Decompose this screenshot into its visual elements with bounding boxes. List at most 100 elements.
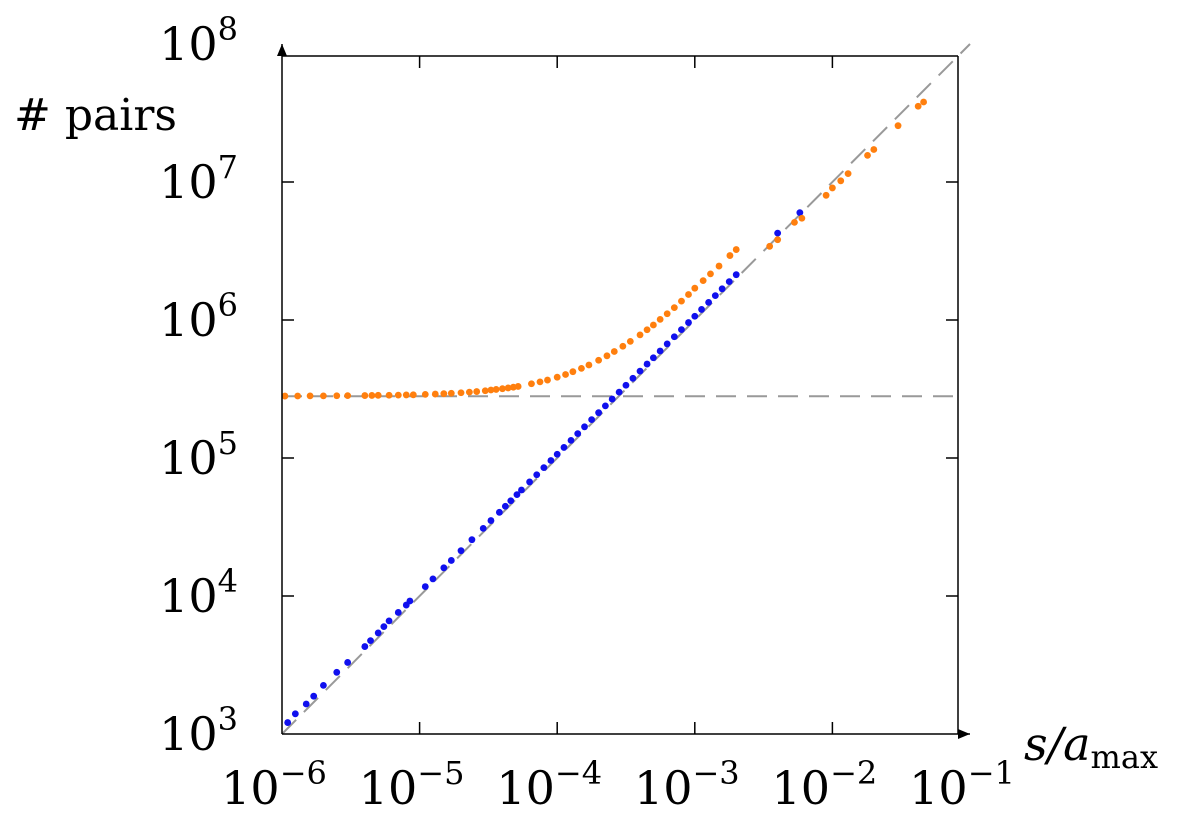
data-point <box>281 392 289 400</box>
reference-lines <box>281 43 971 735</box>
data-point <box>553 373 561 381</box>
data-point <box>774 236 782 244</box>
x-tick-label: 10−2 <box>772 754 878 815</box>
data-point <box>440 390 448 398</box>
data-point <box>499 385 506 393</box>
data-point <box>513 491 521 498</box>
data-point <box>562 371 569 378</box>
data-point <box>829 184 836 192</box>
data-point <box>302 700 310 708</box>
x-axis-title: s/amax <box>1024 717 1158 776</box>
data-point <box>685 291 692 298</box>
data-point <box>320 392 327 400</box>
data-point <box>333 668 341 676</box>
data-point <box>507 497 515 505</box>
x-tick-label: 10−3 <box>634 754 740 815</box>
data-point <box>536 378 544 386</box>
data-point <box>636 331 644 339</box>
data-point <box>481 387 489 395</box>
data-point <box>473 388 481 395</box>
y-tick-label: 103 <box>159 700 238 761</box>
data-point <box>528 380 535 388</box>
data-point <box>691 312 699 320</box>
data-point <box>294 392 302 400</box>
data-point <box>608 395 616 403</box>
data-point <box>374 391 382 399</box>
data-point <box>691 284 699 292</box>
reference-line-power-law <box>281 43 971 735</box>
data-point <box>385 391 393 399</box>
data-point <box>798 214 806 222</box>
data-point <box>344 392 352 400</box>
data-point <box>766 242 774 250</box>
y-tick-label: 104 <box>159 562 238 623</box>
data-point <box>864 151 871 159</box>
data-point <box>368 392 376 399</box>
data-point <box>629 374 637 382</box>
data-point <box>581 423 588 431</box>
x-tick-label: 10−5 <box>359 754 465 815</box>
data-point <box>844 170 852 178</box>
data-point <box>320 681 327 689</box>
data-point <box>678 297 685 305</box>
data-point <box>526 478 533 486</box>
data-point <box>409 391 417 399</box>
data-point <box>465 388 473 396</box>
data-point <box>595 356 603 364</box>
data-point <box>663 340 671 348</box>
data-point <box>588 416 596 424</box>
data-point <box>402 391 410 399</box>
data-series <box>281 98 927 726</box>
data-point <box>615 388 623 396</box>
data-point <box>622 381 630 389</box>
data-point <box>361 643 369 650</box>
axes: 10−6 10−5 10−4 10−3 10−2 10−1 103 104 105 106 107… <box>159 10 1015 815</box>
data-point <box>518 486 525 494</box>
data-point <box>447 557 455 564</box>
y-tick-label: 108 <box>159 10 238 71</box>
y-tick-label: 106 <box>159 286 238 347</box>
data-point <box>504 384 512 392</box>
x-tick-labels: 10−6 10−5 10−4 10−3 10−2 10−1 <box>221 754 1015 815</box>
data-point <box>501 502 509 510</box>
data-point <box>457 389 465 397</box>
data-point <box>578 364 585 372</box>
data-point <box>663 310 671 318</box>
data-point <box>333 392 341 400</box>
data-point <box>725 278 733 286</box>
data-point <box>533 471 541 479</box>
data-point <box>547 457 555 464</box>
data-point <box>421 390 429 398</box>
data-point <box>574 430 582 438</box>
data-point <box>707 270 714 278</box>
data-point <box>385 617 393 625</box>
data-point <box>603 352 611 360</box>
data-point <box>626 337 634 345</box>
series-1 <box>281 98 927 400</box>
data-point <box>394 609 402 616</box>
data-point <box>447 389 455 397</box>
data-point <box>796 209 804 217</box>
data-point <box>492 386 500 393</box>
data-point <box>601 402 609 410</box>
data-point <box>374 629 382 637</box>
data-point <box>610 348 618 355</box>
data-point <box>822 191 830 199</box>
data-point <box>732 271 740 279</box>
data-point <box>544 376 551 384</box>
data-point <box>678 326 685 333</box>
data-point <box>718 285 726 293</box>
data-point <box>791 218 798 226</box>
data-point <box>636 367 644 375</box>
data-point <box>711 292 719 300</box>
data-point <box>406 597 414 605</box>
y-tick-label: 107 <box>159 148 238 209</box>
data-point <box>429 575 437 583</box>
data-point <box>870 146 878 153</box>
data-point <box>619 342 627 350</box>
data-point <box>344 659 352 666</box>
data-point <box>685 319 692 326</box>
data-point <box>457 547 465 555</box>
data-point <box>894 122 902 130</box>
data-point <box>487 386 495 394</box>
